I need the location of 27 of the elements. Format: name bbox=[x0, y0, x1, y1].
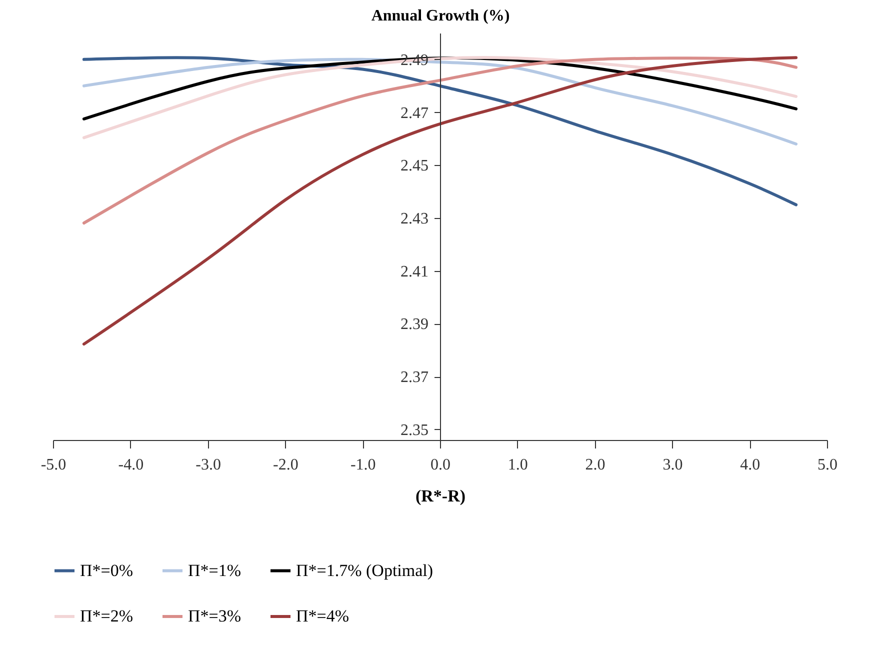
x-tick-label: 4.0 bbox=[740, 456, 760, 474]
x-tick-label: 0.0 bbox=[430, 456, 450, 474]
x-tick-label: 5.0 bbox=[818, 456, 838, 474]
x-tick-label: -3.0 bbox=[196, 456, 221, 474]
legend-label: Π*=1.7% (Optimal) bbox=[296, 560, 434, 580]
x-tick-label: 1.0 bbox=[508, 456, 528, 474]
legend-label: Π*=4% bbox=[296, 606, 350, 626]
x-tick-label: -2.0 bbox=[273, 456, 298, 474]
x-tick-label: 2.0 bbox=[585, 456, 606, 474]
y-tick-label: 2.43 bbox=[400, 210, 428, 228]
legend-label: Π*=3% bbox=[188, 606, 242, 626]
y-tick-label: 2.47 bbox=[400, 104, 428, 122]
x-tick-label: -1.0 bbox=[350, 456, 376, 474]
legend-label: Π*=2% bbox=[80, 606, 134, 626]
y-tick-label: 2.39 bbox=[400, 316, 428, 334]
x-tick-label: -4.0 bbox=[118, 456, 144, 474]
y-tick-label: 2.37 bbox=[400, 369, 428, 386]
x-tick-label: -5.0 bbox=[40, 456, 66, 474]
y-axis-title: Annual Growth (%) bbox=[371, 8, 510, 24]
legend-label: Π*=1% bbox=[188, 560, 242, 580]
x-tick-label: 3.0 bbox=[662, 456, 683, 474]
y-tick-label: 2.41 bbox=[400, 263, 428, 280]
line-series bbox=[82, 56, 798, 346]
x-axis-title: (R*-R) bbox=[415, 486, 466, 506]
legend-label: Π*=0% bbox=[80, 560, 134, 580]
y-tick-label: 2.35 bbox=[400, 422, 428, 439]
y-tick-label: 2.45 bbox=[400, 158, 428, 175]
